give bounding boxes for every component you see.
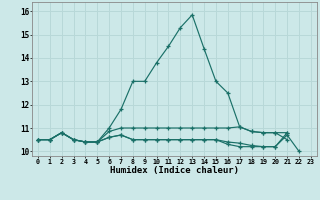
X-axis label: Humidex (Indice chaleur): Humidex (Indice chaleur) xyxy=(110,166,239,175)
